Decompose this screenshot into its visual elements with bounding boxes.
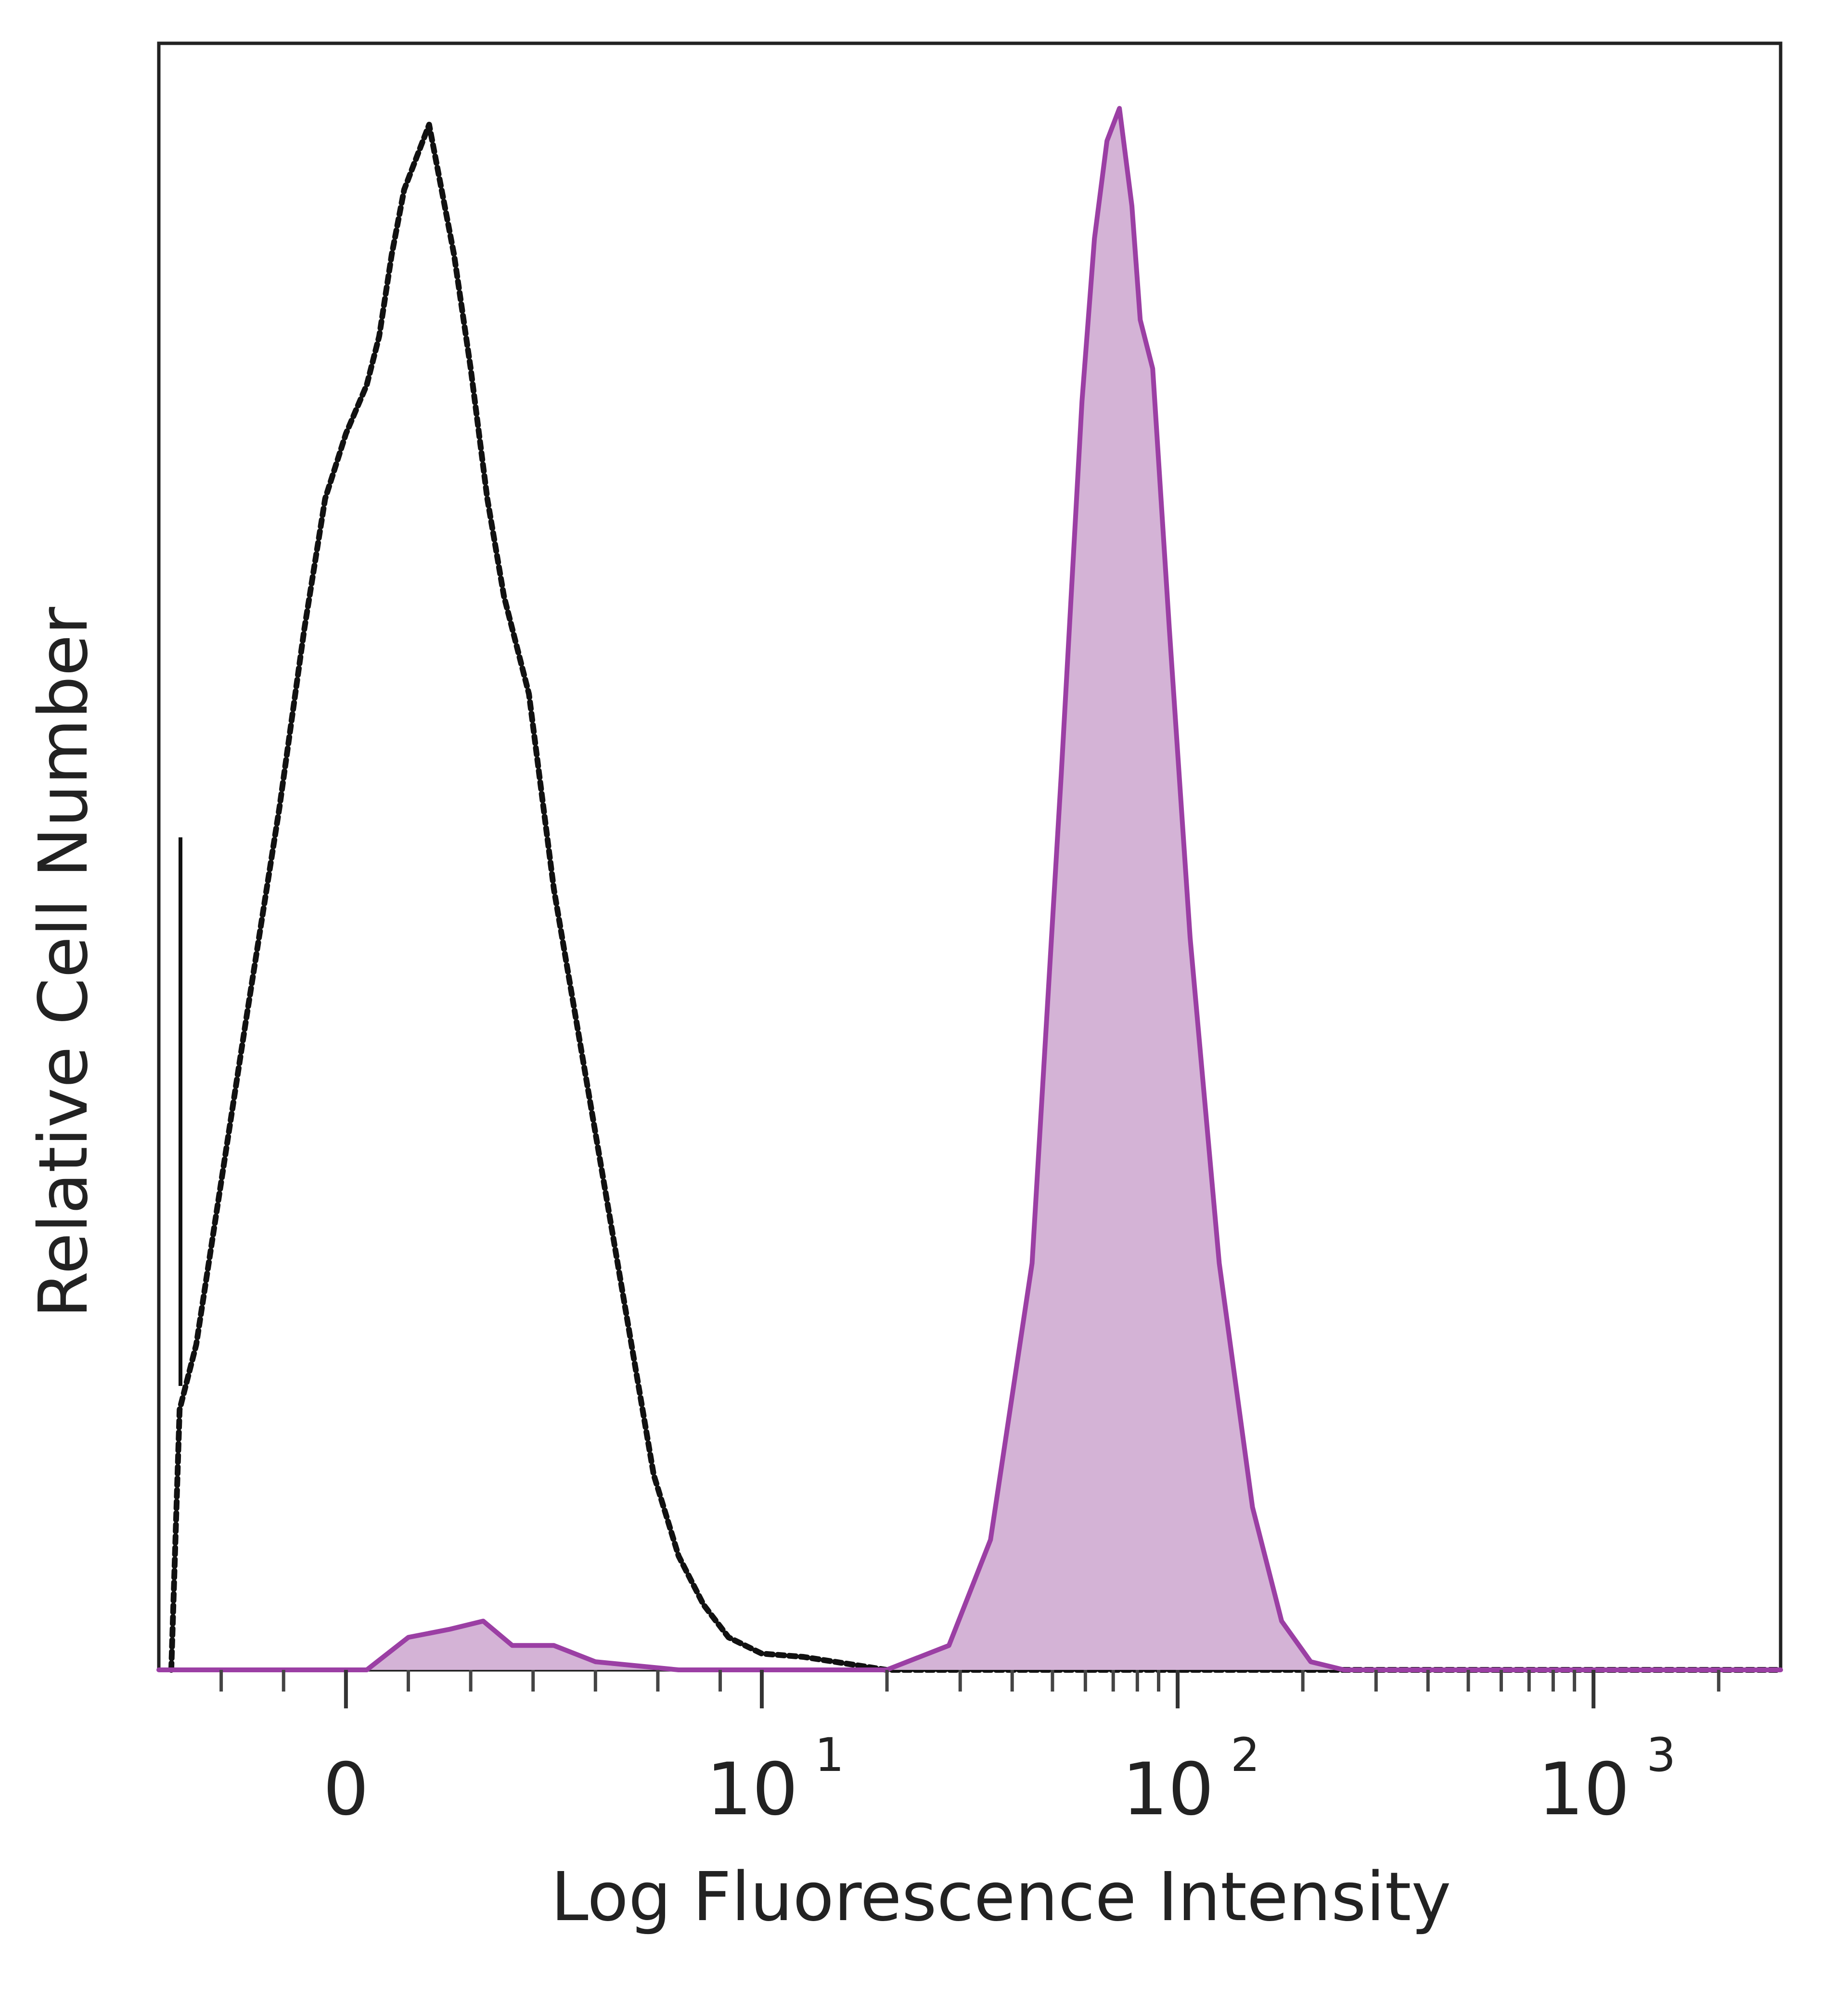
x-tick-label: 10 <box>1538 1748 1630 1832</box>
x-axis-ticks <box>219 1670 1720 1708</box>
plot-frame <box>157 41 1783 1672</box>
series-1-area-fill <box>159 108 1781 1670</box>
x-tick-label: 10 <box>706 1748 798 1832</box>
series-0-line <box>168 122 1784 1673</box>
x-tick-label-exponent: 1 <box>815 1728 844 1782</box>
x-tick-label-exponent: 2 <box>1231 1728 1260 1782</box>
x-axis-title: Log Fluorescence Intensity <box>551 1858 1451 1936</box>
x-tick-label-exponent: 3 <box>1646 1728 1676 1782</box>
x-axis-tick-labels: 0 10 1 10 2 10 3 <box>323 1728 1676 1832</box>
y-axis-title: Relative Cell Number <box>25 607 103 1318</box>
x-tick-label: 0 <box>323 1748 369 1832</box>
series-1-line <box>156 106 1783 1672</box>
plot-area <box>156 41 1784 1673</box>
x-tick-label: 10 <box>1122 1748 1214 1832</box>
